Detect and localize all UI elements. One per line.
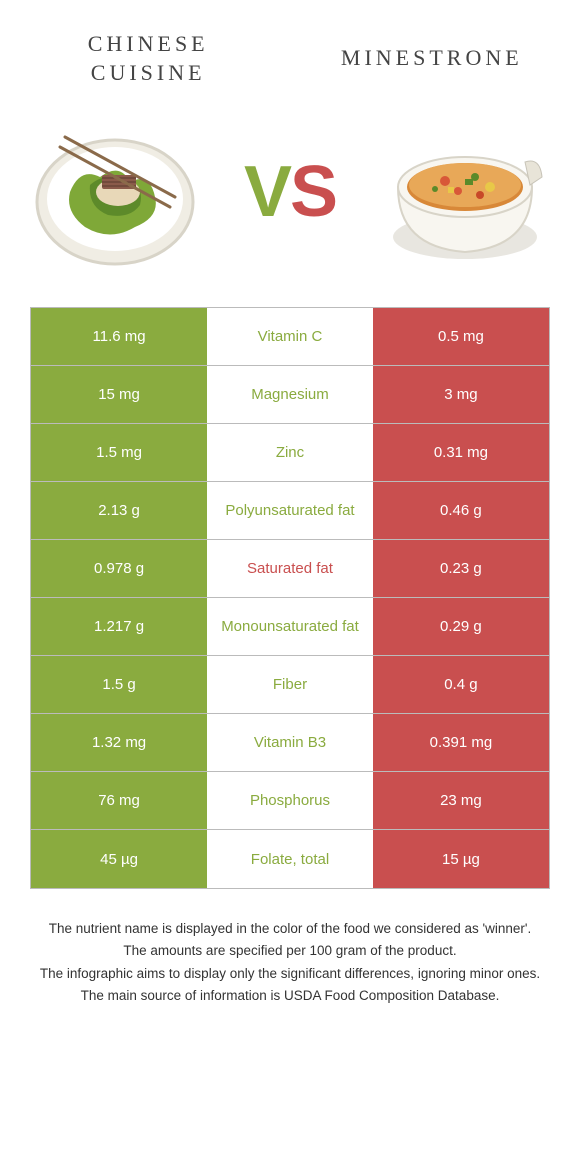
food1-value: 45 µg <box>31 830 207 888</box>
food2-value: 0.31 mg <box>373 424 549 481</box>
nutrient-name: Vitamin C <box>207 308 373 365</box>
nutrient-name: Zinc <box>207 424 373 481</box>
table-row: 76 mgPhosphorus23 mg <box>31 772 549 830</box>
food1-image <box>30 107 200 277</box>
nutrient-name: Phosphorus <box>207 772 373 829</box>
note-line: The main source of information is USDA F… <box>30 986 550 1006</box>
nutrient-name: Fiber <box>207 656 373 713</box>
food1-value: 0.978 g <box>31 540 207 597</box>
note-line: The amounts are specified per 100 gram o… <box>30 941 550 961</box>
food1-value: 1.217 g <box>31 598 207 655</box>
food2-value: 0.29 g <box>373 598 549 655</box>
images-row: VS <box>0 97 580 307</box>
table-row: 1.5 mgZinc0.31 mg <box>31 424 549 482</box>
food1-value: 15 mg <box>31 366 207 423</box>
food1-value: 11.6 mg <box>31 308 207 365</box>
food1-value: 1.5 mg <box>31 424 207 481</box>
note-line: The nutrient name is displayed in the co… <box>30 919 550 939</box>
food2-value: 15 µg <box>373 830 549 888</box>
nutrient-table: 11.6 mgVitamin C0.5 mg15 mgMagnesium3 mg… <box>30 307 550 889</box>
food1-value: 2.13 g <box>31 482 207 539</box>
food2-image <box>380 107 550 277</box>
nutrient-name: Monounsaturated fat <box>207 598 373 655</box>
food2-value: 0.5 mg <box>373 308 549 365</box>
nutrient-name: Folate, total <box>207 830 373 888</box>
food2-value: 3 mg <box>373 366 549 423</box>
food1-title: Chinese cuisine <box>30 30 266 87</box>
note-line: The infographic aims to display only the… <box>30 964 550 984</box>
vs-badge: VS <box>244 151 336 233</box>
nutrient-name: Polyunsaturated fat <box>207 482 373 539</box>
food2-title: Minestrone <box>314 44 550 73</box>
nutrient-name: Vitamin B3 <box>207 714 373 771</box>
table-row: 45 µgFolate, total15 µg <box>31 830 549 888</box>
food2-value: 0.46 g <box>373 482 549 539</box>
food2-value: 23 mg <box>373 772 549 829</box>
header: Chinese cuisine Minestrone <box>0 0 580 97</box>
table-row: 1.5 gFiber0.4 g <box>31 656 549 714</box>
table-row: 2.13 gPolyunsaturated fat0.46 g <box>31 482 549 540</box>
nutrient-name: Saturated fat <box>207 540 373 597</box>
nutrient-name: Magnesium <box>207 366 373 423</box>
food1-value: 1.5 g <box>31 656 207 713</box>
table-row: 1.217 gMonounsaturated fat0.29 g <box>31 598 549 656</box>
table-row: 1.32 mgVitamin B30.391 mg <box>31 714 549 772</box>
food2-value: 0.391 mg <box>373 714 549 771</box>
vs-s-letter: S <box>290 152 336 232</box>
food2-value: 0.23 g <box>373 540 549 597</box>
vs-v-letter: V <box>244 152 290 232</box>
table-row: 0.978 gSaturated fat0.23 g <box>31 540 549 598</box>
food2-value: 0.4 g <box>373 656 549 713</box>
food1-value: 1.32 mg <box>31 714 207 771</box>
food1-value: 76 mg <box>31 772 207 829</box>
notes: The nutrient name is displayed in the co… <box>0 889 580 1048</box>
table-row: 15 mgMagnesium3 mg <box>31 366 549 424</box>
table-row: 11.6 mgVitamin C0.5 mg <box>31 308 549 366</box>
